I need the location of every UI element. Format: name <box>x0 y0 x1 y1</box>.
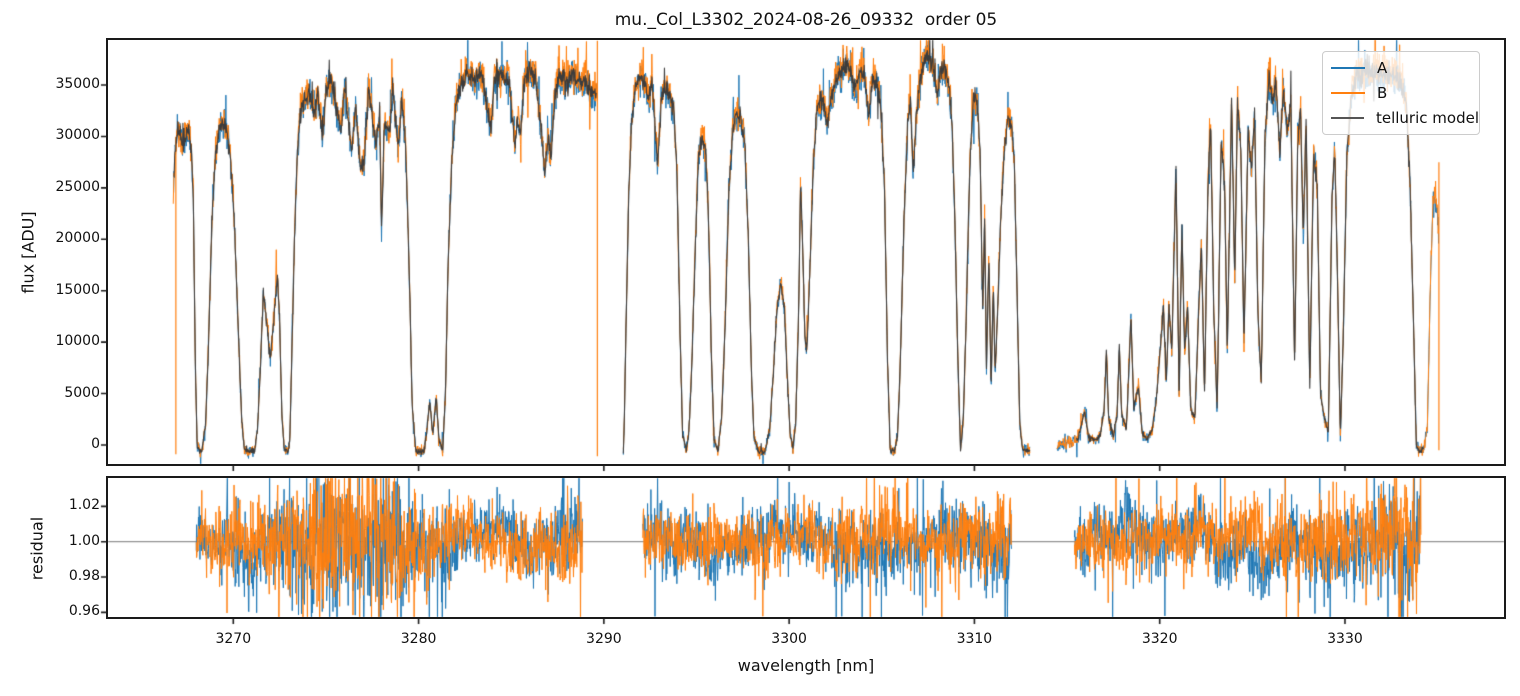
tick-label: 3270 <box>215 631 252 647</box>
tick-label: 3320 <box>1141 631 1178 647</box>
tick-label: 20000 <box>55 230 100 247</box>
legend-line-a <box>1331 67 1365 70</box>
legend-label-a: A <box>1377 59 1388 78</box>
x-axis-label: wavelength [nm] <box>737 656 875 675</box>
legend-item-a: A <box>1323 56 1479 81</box>
tick-label: 15000 <box>55 281 100 298</box>
tick-label: 0 <box>91 436 100 452</box>
legend: A B telluric model <box>1322 51 1480 135</box>
chart-title: mu._Col_L3302_2024-08-26_09332 order 05 <box>614 10 998 30</box>
tick-label: 3310 <box>956 631 993 647</box>
tick-label: 25000 <box>55 178 100 195</box>
tick-label: 3280 <box>400 631 437 647</box>
tick-label: 1.00 <box>68 532 100 549</box>
tick-label: 10000 <box>55 333 100 350</box>
tick-label: 3300 <box>771 631 807 647</box>
tick-label: 3330 <box>1327 631 1363 647</box>
tick-label: 35000 <box>55 76 100 92</box>
tick-label: 0.98 <box>68 568 100 585</box>
legend-item-telluric-model: telluric model <box>1323 105 1479 130</box>
legend-line-b <box>1331 92 1365 94</box>
tick-label: 0.96 <box>68 603 100 620</box>
legend-item-b: B <box>1323 81 1479 106</box>
tick-label: 3290 <box>586 631 622 647</box>
tick-label: 1.02 <box>68 497 100 514</box>
legend-label-b: B <box>1377 84 1388 102</box>
tick-label: 30000 <box>55 127 100 144</box>
legend-label-telluric-model: telluric model <box>1375 108 1479 127</box>
tick-label: 5000 <box>64 384 100 401</box>
legend-line-telluric-model <box>1331 116 1364 119</box>
